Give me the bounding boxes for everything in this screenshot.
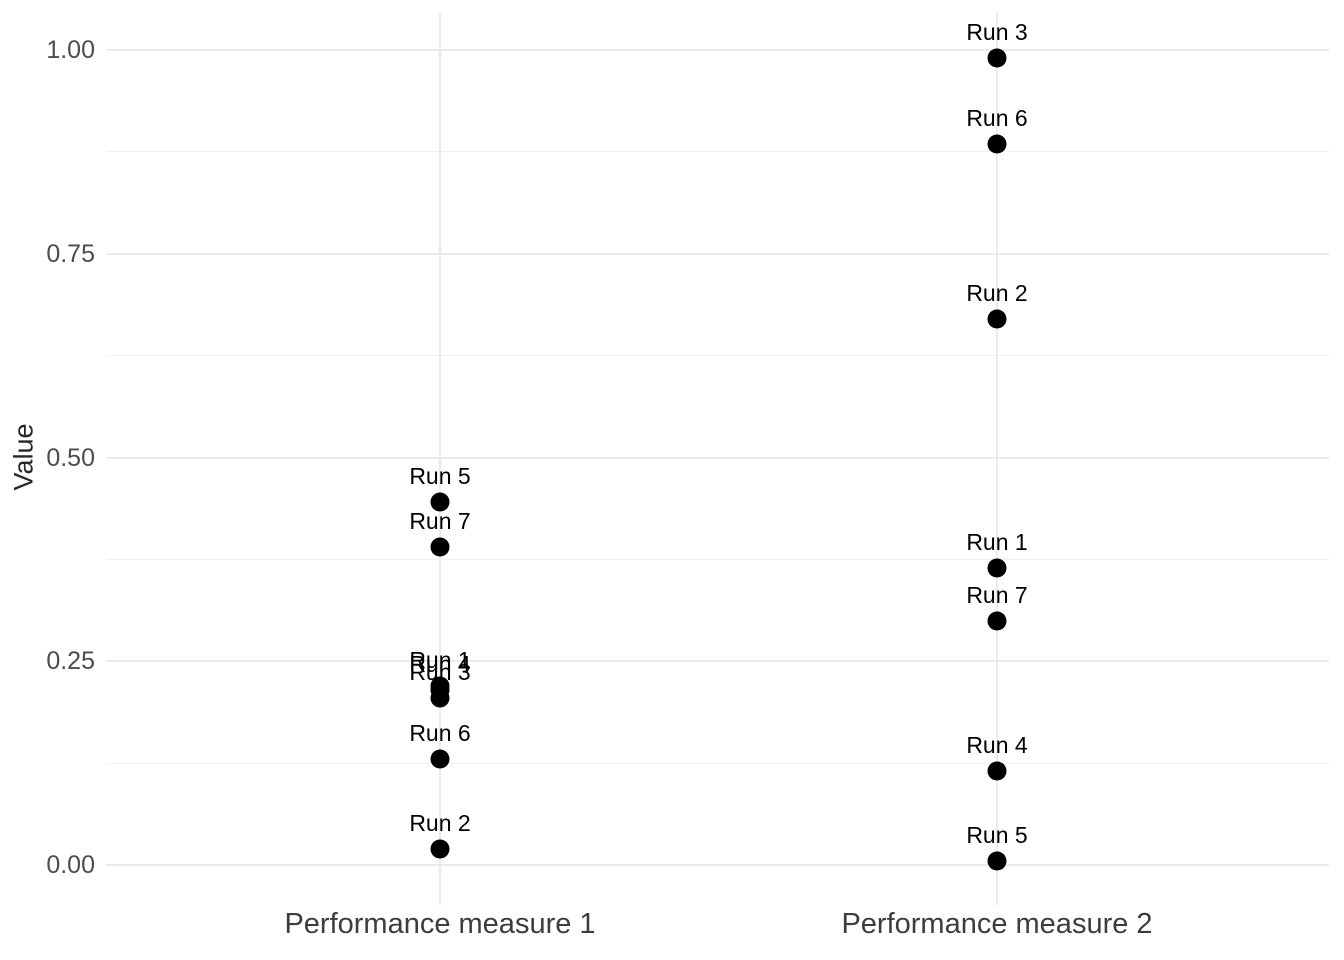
major-gridline xyxy=(106,49,1329,51)
point-label: Run 5 xyxy=(409,463,471,490)
point-label: Run 5 xyxy=(966,821,1028,848)
point-label: Run 1 xyxy=(409,646,471,673)
y-tick-label: 1.00 xyxy=(46,36,95,64)
data-point xyxy=(987,558,1007,578)
point-label: Run 2 xyxy=(409,809,471,836)
x-axis-category-label-1: Performance measure 1 xyxy=(284,908,596,940)
minor-gridline xyxy=(106,558,1329,560)
point-label: Run 1 xyxy=(966,528,1028,555)
point-label: Run 2 xyxy=(966,279,1028,306)
data-point xyxy=(430,537,450,557)
y-tick-label: 0.50 xyxy=(46,443,95,472)
major-gridline xyxy=(106,660,1329,663)
point-label: Run 4 xyxy=(409,650,471,677)
point-label: Run 4 xyxy=(966,732,1028,759)
point-label: Run 7 xyxy=(409,508,471,535)
point-label: Run 6 xyxy=(966,104,1028,131)
data-point xyxy=(987,134,1007,154)
data-point xyxy=(987,48,1007,68)
minor-gridline xyxy=(106,762,1329,764)
point-label: Run 3 xyxy=(966,19,1028,46)
y-tick-label: 0.00 xyxy=(46,851,95,879)
category-gridline xyxy=(996,12,998,905)
data-point xyxy=(987,611,1007,630)
y-tick-label: 0.25 xyxy=(46,647,95,676)
y-tick-label: 0.75 xyxy=(46,239,95,268)
data-point xyxy=(987,761,1007,781)
major-gridline xyxy=(106,456,1329,459)
point-label: Run 7 xyxy=(966,581,1028,608)
data-point xyxy=(987,309,1007,329)
data-point xyxy=(430,492,450,512)
category-gridline xyxy=(439,12,441,905)
major-gridline xyxy=(106,864,1329,866)
minor-gridline xyxy=(106,355,1329,357)
data-point xyxy=(430,680,450,700)
point-label: Run 6 xyxy=(409,720,471,747)
major-gridline xyxy=(106,252,1329,255)
minor-gridline xyxy=(106,151,1329,153)
data-point xyxy=(430,749,450,769)
x-axis-category-label-2: Performance measure 2 xyxy=(841,908,1153,940)
data-point xyxy=(987,851,1007,871)
data-point xyxy=(430,839,450,859)
